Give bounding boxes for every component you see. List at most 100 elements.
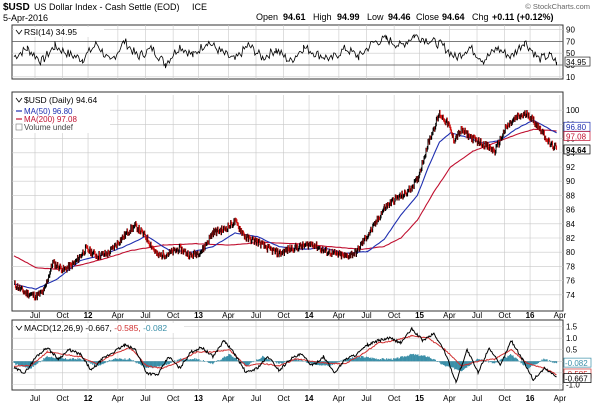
time-label-bottom: Oct bbox=[167, 394, 180, 403]
time-label-bottom: 15 bbox=[415, 394, 424, 403]
rsi-legend: RSI(14) 34.95 bbox=[24, 27, 77, 37]
time-label-top: 16 bbox=[526, 311, 535, 320]
price-tick-label: 90 bbox=[566, 177, 575, 186]
ma200-legend: MA(200) 97.08 bbox=[24, 115, 77, 124]
time-label-bottom: Apr bbox=[443, 394, 456, 403]
exchange-label: ICE bbox=[192, 2, 207, 12]
time-label-top: Jul bbox=[361, 311, 371, 320]
macd-tick-label: 1.0 bbox=[566, 334, 578, 343]
macd-tick-label: 1.5 bbox=[566, 323, 578, 332]
price-tick-label: 92 bbox=[566, 163, 575, 172]
price-legend-bg bbox=[14, 95, 110, 133]
price-plot: 74767880828486889092949698100$USD (Daily… bbox=[12, 95, 591, 310]
time-label-bottom: Apr bbox=[112, 394, 125, 403]
price-tick-label: 80 bbox=[566, 248, 575, 257]
time-label-top: Jul bbox=[30, 311, 40, 320]
low-label: Low bbox=[367, 12, 384, 22]
ma50-line bbox=[13, 119, 557, 291]
legend-collapse-icon bbox=[15, 97, 23, 103]
time-label-top: Apr bbox=[112, 311, 125, 320]
macd-value-tag-box bbox=[563, 373, 592, 383]
open-label: Open bbox=[256, 12, 278, 22]
price-tick-label: 100 bbox=[566, 106, 580, 115]
time-label-bottom: Jul bbox=[251, 394, 261, 403]
macd-legend-bg bbox=[14, 323, 184, 333]
high-label: High bbox=[313, 12, 332, 22]
chg-label: Chg bbox=[472, 12, 489, 22]
ma200-line bbox=[13, 128, 557, 270]
time-label-top: 12 bbox=[84, 311, 93, 320]
time-label-bottom: 13 bbox=[194, 394, 203, 403]
watermark: © StockCharts.com bbox=[525, 2, 590, 11]
time-label-top: 13 bbox=[194, 311, 203, 320]
time-label-bottom: 12 bbox=[84, 394, 93, 403]
ma200-price-tag: 97.08 bbox=[566, 132, 587, 141]
macd-signal-line bbox=[13, 334, 557, 376]
time-label-top: Oct bbox=[56, 311, 69, 320]
time-label-bottom: Jul bbox=[30, 394, 40, 403]
legend-collapse-icon bbox=[15, 29, 23, 35]
time-label-bottom: 16 bbox=[526, 394, 535, 403]
high-value: 94.99 bbox=[337, 12, 360, 22]
time-label-bottom: Apr bbox=[333, 394, 346, 403]
legend-collapse-icon bbox=[15, 325, 23, 331]
time-label-bottom: Oct bbox=[56, 394, 69, 403]
low-value: 94.46 bbox=[388, 12, 411, 22]
instrument-name: US Dollar Index - Cash Settle (EOD) bbox=[34, 2, 180, 12]
macd-line bbox=[13, 326, 557, 384]
macd-panel-frame bbox=[11, 319, 564, 391]
price-panel-frame bbox=[11, 91, 564, 312]
ma50-price-tag: 96.80 bbox=[566, 123, 587, 132]
time-label-bottom: Oct bbox=[498, 394, 511, 403]
volume-legend: Volume undef bbox=[24, 123, 74, 132]
macd-legend: MACD(12,26,9) -0.667, -0.585, -0.082 bbox=[24, 323, 167, 333]
time-label-top: Oct bbox=[167, 311, 180, 320]
time-label-bottom: 14 bbox=[305, 394, 314, 403]
time-label-top: Apr bbox=[333, 311, 346, 320]
time-axis: Jul Jul Oct Oct 12 12 Apr Apr Jul Jul Oct Oct 13 13 Ap… bbox=[30, 311, 567, 403]
time-label-bottom: Oct bbox=[277, 394, 290, 403]
price-tick-label: 88 bbox=[566, 191, 575, 200]
histogram-value-tag-box bbox=[563, 357, 592, 368]
time-label-bottom: Apr bbox=[222, 394, 235, 403]
time-label-top: Apr bbox=[554, 311, 567, 320]
macd-tick-label: 0.5 bbox=[566, 346, 578, 355]
ma50-legend: MA(50) 96.80 bbox=[24, 107, 73, 116]
time-label-top: Oct bbox=[277, 311, 290, 320]
open-number: 94.61 bbox=[283, 12, 306, 22]
rsi-tick-label: 90 bbox=[566, 26, 575, 35]
rsi-last-value-box bbox=[564, 56, 591, 67]
time-label-bottom: Jul bbox=[361, 394, 371, 403]
symbol-title: $USD bbox=[3, 2, 30, 13]
rsi-line bbox=[13, 33, 557, 69]
price-tick-label: 82 bbox=[566, 234, 575, 243]
chg-value: +0.11 (+0.12%) bbox=[492, 12, 554, 22]
time-label-top: 14 bbox=[305, 311, 314, 320]
price-tick-label: 78 bbox=[566, 262, 575, 271]
quote-date: 5-Apr-2016 bbox=[3, 13, 48, 23]
price-tick-label: 76 bbox=[566, 277, 575, 286]
rsi-tick-label: 70 bbox=[566, 37, 575, 46]
time-label-bottom: Jul bbox=[140, 394, 150, 403]
volume-legend-swatch bbox=[15, 123, 23, 131]
close-label: Close bbox=[416, 12, 439, 22]
time-label-top: Oct bbox=[388, 311, 401, 320]
ma200-price-tag-box bbox=[563, 131, 591, 141]
macd-value-tag: -0.667 bbox=[565, 375, 588, 384]
histogram-value-tag: -0.082 bbox=[565, 359, 588, 368]
price-tick-label: 74 bbox=[566, 291, 575, 300]
close-price-tag: 94.64 bbox=[566, 146, 587, 155]
close-price-tag-box bbox=[563, 144, 591, 155]
price-tick-label: 86 bbox=[566, 206, 575, 215]
time-label-top: Apr bbox=[443, 311, 456, 320]
time-label-bottom: Apr bbox=[554, 394, 567, 403]
rsi-legend-bg bbox=[14, 27, 104, 37]
time-label-top: 15 bbox=[415, 311, 424, 320]
time-label-top: Apr bbox=[222, 311, 235, 320]
time-label-top: Jul bbox=[472, 311, 482, 320]
close-value: 94.64 bbox=[442, 12, 465, 22]
macd-tick-label: -1.0 bbox=[566, 380, 580, 389]
